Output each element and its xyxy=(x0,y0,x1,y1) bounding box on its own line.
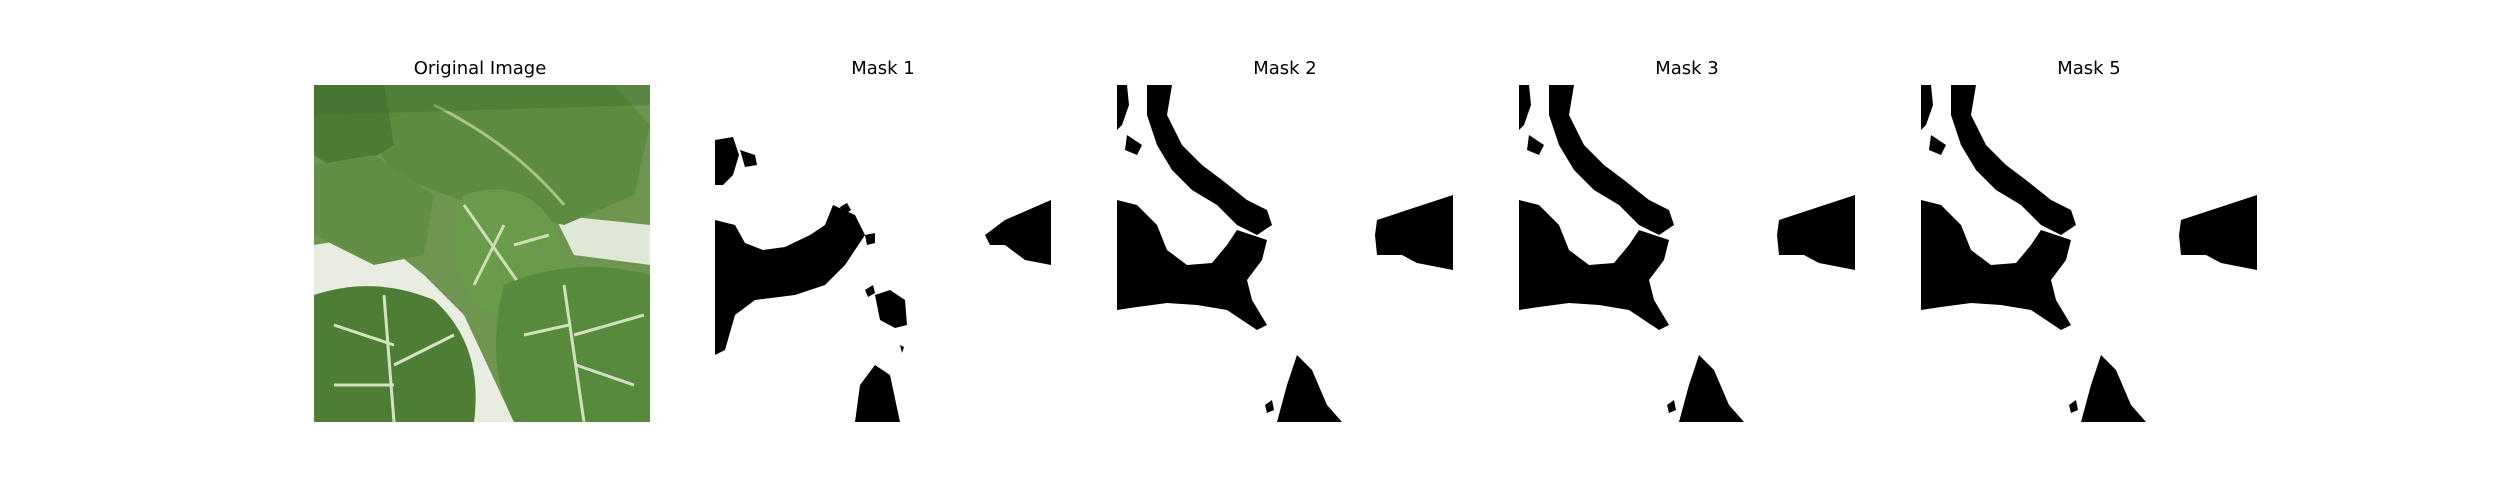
panel-title-mask-3: Mask 3 xyxy=(1655,58,1719,79)
mask-2-image xyxy=(1117,85,1453,422)
panel-title-mask-2: Mask 2 xyxy=(1253,58,1317,79)
panel-title-mask-5: Mask 5 xyxy=(2057,58,2121,79)
panel-title-original: Original Image xyxy=(413,58,547,79)
panel-title-mask-1: Mask 1 xyxy=(851,58,915,79)
mask-5-image xyxy=(1921,85,2257,422)
mask-3-image xyxy=(1519,85,1855,422)
mask-1-image xyxy=(715,85,1051,422)
original-image xyxy=(314,85,650,422)
